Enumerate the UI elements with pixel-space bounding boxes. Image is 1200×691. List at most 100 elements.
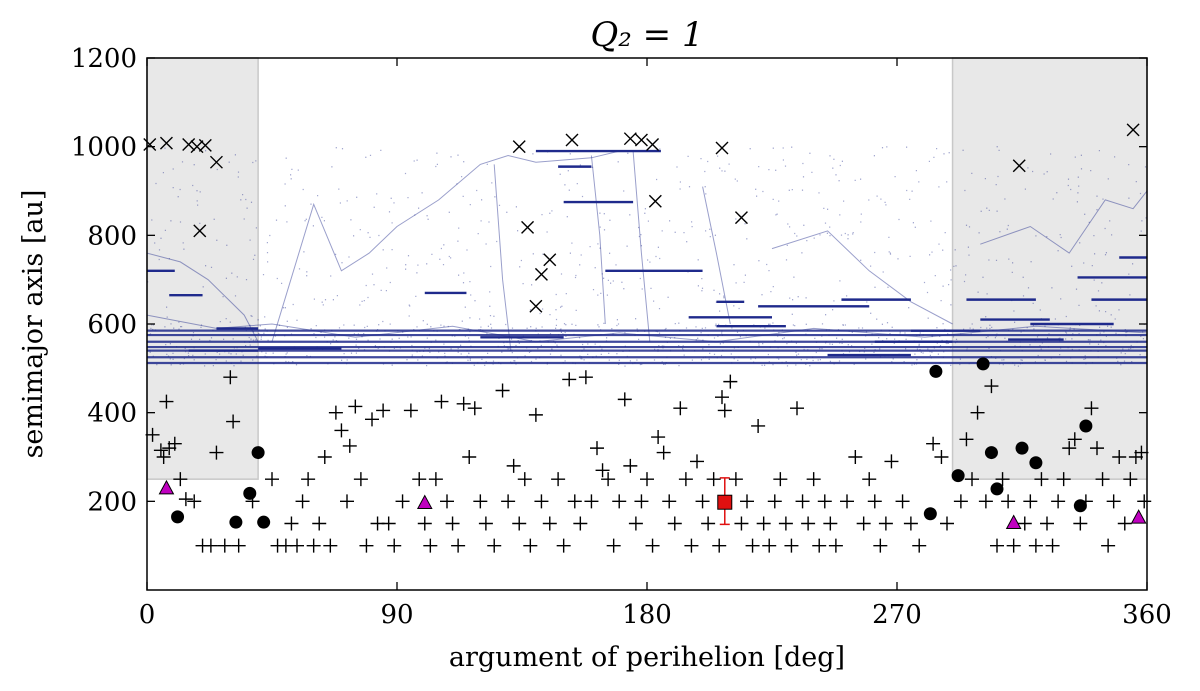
shaded-region-1 bbox=[951, 57, 1148, 480]
plus-point bbox=[762, 538, 777, 553]
circle-point bbox=[243, 486, 257, 500]
plus-point bbox=[217, 538, 232, 553]
plus-point bbox=[970, 405, 985, 420]
plus-point bbox=[645, 538, 660, 553]
plus-point bbox=[712, 538, 727, 553]
plus-point bbox=[145, 427, 160, 442]
plus-point bbox=[1040, 516, 1054, 531]
plus-point bbox=[812, 538, 827, 553]
y-tick-label: 1200 bbox=[71, 44, 137, 74]
plus-point bbox=[934, 450, 949, 464]
plus-point bbox=[656, 445, 671, 460]
plus-point bbox=[517, 472, 532, 487]
plus-point bbox=[965, 472, 979, 487]
x-tick-label: 0 bbox=[139, 600, 156, 630]
cross-point bbox=[648, 194, 662, 208]
orbit-track-path bbox=[146, 314, 1148, 343]
plus-point bbox=[806, 472, 821, 487]
plus-point bbox=[684, 538, 699, 553]
cross-point bbox=[209, 155, 223, 169]
x-tick-label: 270 bbox=[872, 600, 922, 630]
plus-point bbox=[290, 538, 304, 553]
cross-point bbox=[182, 137, 196, 151]
plus-point bbox=[667, 516, 682, 531]
plus-point bbox=[312, 516, 327, 531]
plus-point bbox=[856, 516, 871, 531]
plus-point bbox=[1006, 538, 1021, 553]
orbit-track-path bbox=[146, 252, 259, 342]
plus-point bbox=[376, 403, 391, 418]
plus-point bbox=[715, 390, 729, 405]
x-axis-label: argument of perihelion [deg] bbox=[449, 642, 845, 673]
y-axis-label: semimajor axis [au] bbox=[18, 190, 49, 459]
plus-point bbox=[473, 494, 488, 509]
x-tick-label: 90 bbox=[380, 600, 413, 630]
plus-point bbox=[745, 538, 760, 553]
plus-point bbox=[284, 516, 299, 531]
plus-point bbox=[706, 472, 721, 487]
plus-point bbox=[328, 405, 343, 420]
plus-point bbox=[528, 407, 543, 422]
plus-point bbox=[365, 412, 379, 427]
plus-point bbox=[751, 418, 766, 433]
plus-point bbox=[953, 494, 968, 509]
plus-point bbox=[523, 538, 538, 553]
plus-point bbox=[867, 494, 882, 509]
plus-point bbox=[840, 494, 854, 509]
plus-point bbox=[223, 370, 238, 385]
plus-point bbox=[1106, 494, 1121, 509]
plus-point bbox=[501, 494, 516, 509]
orbit-track-path bbox=[771, 230, 953, 325]
plus-point bbox=[940, 516, 954, 531]
plus-point bbox=[651, 430, 666, 445]
circle-point bbox=[929, 364, 943, 378]
plus-point bbox=[342, 438, 357, 453]
circle-point bbox=[257, 515, 271, 529]
plus-point bbox=[445, 516, 460, 531]
plus-point bbox=[823, 516, 838, 531]
plus-point bbox=[209, 445, 224, 460]
orbit-scatter-dots bbox=[147, 146, 1148, 367]
cross-point bbox=[198, 138, 212, 152]
plus-point bbox=[1001, 494, 1016, 509]
plus-point bbox=[1084, 401, 1099, 416]
square-point bbox=[717, 494, 733, 510]
plus-point bbox=[634, 494, 649, 509]
plus-point bbox=[601, 472, 616, 487]
plus-point bbox=[617, 392, 632, 407]
plus-point bbox=[417, 516, 432, 531]
plus-point bbox=[1028, 538, 1043, 553]
plus-point bbox=[478, 516, 493, 531]
plus-point bbox=[990, 538, 1004, 553]
plus-point bbox=[662, 494, 677, 509]
plus-point bbox=[1051, 494, 1066, 509]
orbit-track-path bbox=[632, 151, 651, 342]
plus-point bbox=[434, 394, 449, 409]
cross-point bbox=[734, 211, 748, 225]
plus-point bbox=[690, 454, 704, 469]
plus-point bbox=[623, 458, 638, 473]
plus-point bbox=[1095, 472, 1110, 487]
plus-point bbox=[1045, 538, 1060, 553]
plus-point bbox=[828, 538, 843, 553]
plus-point bbox=[612, 494, 627, 509]
plus-point bbox=[173, 472, 188, 487]
plus-point bbox=[567, 494, 582, 509]
plus-point bbox=[1134, 445, 1149, 460]
cross-point bbox=[543, 253, 557, 267]
plus-point bbox=[778, 516, 793, 531]
plus-point bbox=[1034, 472, 1049, 487]
plus-point bbox=[995, 472, 1010, 487]
orbit-track-path bbox=[493, 164, 512, 351]
plus-point bbox=[1056, 472, 1071, 487]
plus-point bbox=[790, 401, 804, 416]
plus-point bbox=[978, 494, 993, 509]
plus-point bbox=[440, 494, 454, 509]
plus-point bbox=[884, 454, 899, 469]
plus-point bbox=[556, 538, 571, 553]
plus-point bbox=[701, 516, 716, 531]
plus-point bbox=[265, 472, 279, 487]
circle-point bbox=[976, 357, 990, 371]
plus-point bbox=[1101, 538, 1116, 553]
